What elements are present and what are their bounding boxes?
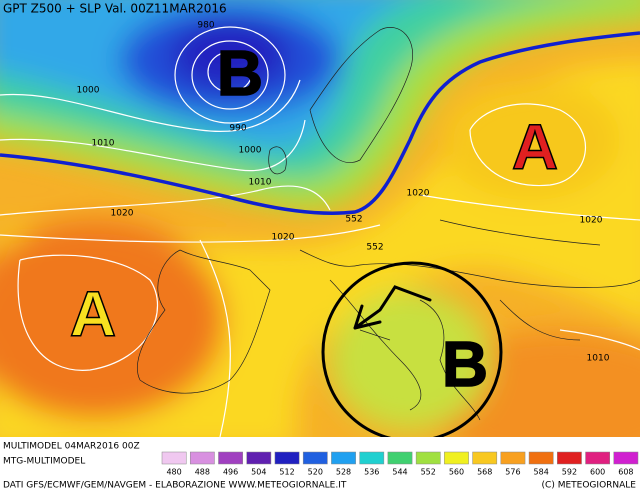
legend-swatch bbox=[161, 451, 187, 465]
legend-value: 600 bbox=[590, 468, 605, 477]
isobar-label: 552 bbox=[366, 243, 383, 253]
legend-swatch bbox=[218, 451, 243, 465]
legend-value: 560 bbox=[449, 468, 464, 477]
isobars bbox=[0, 26, 640, 437]
isobar-label: 1020 bbox=[580, 216, 603, 226]
legend-swatch bbox=[444, 451, 469, 465]
pressure-center-label: B bbox=[442, 328, 488, 400]
legend-swatch bbox=[189, 451, 215, 465]
legend-value: 504 bbox=[251, 468, 266, 477]
copyright: (C) METEOGIORNALE bbox=[542, 481, 637, 491]
legend-value: 576 bbox=[505, 468, 520, 477]
jet-stream-line bbox=[0, 31, 640, 215]
data-sources: DATI GFS/ECMWF/GEM/NAVGEM - ELABORAZIONE… bbox=[3, 481, 347, 491]
legend-value: 520 bbox=[308, 468, 323, 477]
legend-value: 608 bbox=[618, 468, 633, 477]
isobar-label: 1020 bbox=[272, 233, 295, 243]
legend-swatch bbox=[415, 451, 441, 465]
legend-swatch bbox=[359, 451, 385, 465]
legend-value: 552 bbox=[421, 468, 436, 477]
run-info: MULTIMODEL 04MAR2016 00Z bbox=[3, 442, 140, 452]
legend-value: 496 bbox=[223, 468, 238, 477]
isobar-label: 990 bbox=[229, 124, 246, 134]
geopotential-field bbox=[0, 0, 640, 437]
legend-swatch bbox=[302, 451, 328, 465]
legend-value: 480 bbox=[166, 468, 181, 477]
legend-swatch bbox=[472, 451, 498, 465]
color-scale-legend: 480 488 496 504 512 520 528 536 544 552 560 568 576 5… bbox=[161, 451, 639, 477]
legend-swatch bbox=[500, 451, 526, 465]
pressure-center-label: A bbox=[70, 278, 116, 350]
isobar-label: 1000 bbox=[239, 146, 262, 156]
legend-swatch bbox=[557, 451, 582, 465]
legend-swatch bbox=[246, 451, 272, 465]
isobar-label: 1000 bbox=[77, 86, 100, 96]
isobar-label: 1010 bbox=[92, 139, 115, 149]
isobar-label: 1010 bbox=[249, 178, 272, 188]
isobar-label: 552 bbox=[345, 215, 362, 225]
legend-value: 592 bbox=[562, 468, 577, 477]
legend-swatch bbox=[274, 451, 300, 465]
legend-value: 528 bbox=[336, 468, 351, 477]
legend-swatch bbox=[528, 451, 554, 465]
legend-swatch bbox=[585, 451, 611, 465]
map-title: GPT Z500 + SLP Val. 00Z11MAR2016 bbox=[3, 2, 227, 16]
map-labels: 980 1000 990 1000 1010 1010 1020 1020 1020 1020 10… bbox=[69, 21, 610, 401]
legend-value: 536 bbox=[364, 468, 379, 477]
legend-value: 544 bbox=[392, 468, 407, 477]
trough-arrow bbox=[353, 285, 432, 330]
legend-value: 488 bbox=[195, 468, 210, 477]
legend-swatch bbox=[613, 451, 639, 465]
map-area: 980 1000 990 1000 1010 1010 1020 1020 1020 1020 10… bbox=[0, 0, 640, 437]
trough-circle bbox=[321, 261, 503, 437]
isobar-label: 1010 bbox=[587, 354, 610, 364]
legend-value: 568 bbox=[477, 468, 492, 477]
isobar-label: 980 bbox=[197, 21, 214, 31]
legend-value: 512 bbox=[279, 468, 294, 477]
legend-swatch bbox=[387, 451, 413, 465]
model-name: MTG-MULTIMODEL bbox=[3, 457, 85, 467]
pressure-center-label: B bbox=[217, 37, 263, 109]
legend-value: 584 bbox=[534, 468, 549, 477]
isobar-label: 1020 bbox=[407, 189, 430, 199]
footer-background bbox=[0, 437, 640, 493]
legend-swatch bbox=[331, 451, 356, 465]
pressure-center-label: A bbox=[512, 111, 558, 183]
isobar-label: 1020 bbox=[111, 209, 134, 219]
